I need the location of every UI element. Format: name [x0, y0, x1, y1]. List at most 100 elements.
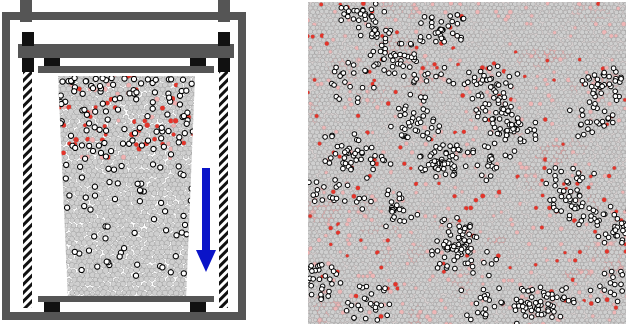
sample-particle: [136, 109, 143, 115]
packing-particle: [397, 186, 402, 191]
packing-particle: [437, 5, 442, 11]
packing-particle: [385, 100, 391, 107]
sample-particle: [180, 277, 186, 283]
packing-particle: [332, 49, 339, 55]
sample-particle: [121, 264, 127, 269]
packing-particle: [496, 13, 501, 19]
packing-particle: [560, 45, 566, 51]
packing-particle: [603, 97, 610, 103]
packing-particle: [611, 45, 617, 51]
tracked-particle: [58, 100, 65, 108]
packing-particle: [471, 177, 476, 182]
tracked-particle: [81, 155, 89, 162]
sample-particle: [105, 190, 111, 197]
sample-particle: [135, 117, 142, 125]
sample-particle: [118, 285, 124, 291]
sample-particle: [115, 145, 122, 152]
packing-particle: [620, 133, 626, 139]
sample-particle: [58, 108, 60, 115]
packing-particle: [521, 49, 527, 55]
tracked-particle: [150, 216, 158, 223]
packing-particle: [594, 145, 600, 151]
packing-particle: [579, 158, 584, 163]
packing-particle: [563, 81, 569, 86]
packing-particle: [490, 33, 495, 38]
packing-particle: [308, 101, 313, 106]
sample-particle: [169, 277, 175, 283]
sample-particle: [173, 155, 178, 161]
packing-particle: [355, 73, 361, 79]
sample-particle: [110, 235, 117, 242]
packing-particle: [312, 149, 318, 154]
packing-particle: [553, 121, 559, 126]
packing-particle: [458, 121, 463, 126]
packing-particle: [501, 20, 507, 27]
packing-particle: [470, 65, 476, 70]
packing-particle: [522, 81, 527, 86]
packing-particle: [531, 177, 537, 183]
tracked-particle: [180, 212, 187, 220]
sample-particle: [58, 195, 62, 202]
tracked-particle: [131, 229, 138, 237]
packing-particle: [383, 2, 389, 7]
packing-particle: [524, 181, 529, 187]
packing-particle: [593, 61, 598, 66]
packing-particle: [477, 13, 484, 19]
packing-particle: [526, 136, 532, 143]
packing-particle: [365, 2, 370, 7]
packing-particle: [590, 154, 595, 159]
packing-particle: [446, 181, 451, 186]
packing-particle: [358, 54, 363, 59]
sample-particle: [63, 155, 69, 160]
packing-particle: [310, 34, 316, 39]
packing-particle: [611, 157, 616, 162]
sample-particle: [151, 136, 158, 142]
tracked-particle: [153, 128, 160, 135]
packing-particle: [343, 141, 350, 147]
sample-particle: [127, 239, 135, 247]
sample-particle: [60, 222, 66, 228]
packing-particle: [611, 61, 617, 67]
sample-particle: [172, 117, 179, 124]
tracked-particle: [97, 149, 105, 157]
sample-particle: [60, 85, 67, 93]
packing-particle: [569, 6, 575, 11]
packing-particle: [388, 129, 394, 134]
packing-particle: [560, 13, 566, 19]
packing-particle: [342, 42, 348, 47]
packing-particle: [411, 194, 416, 199]
packing-particle: [436, 181, 442, 186]
sample-particle: [120, 110, 126, 116]
tracked-particle: [58, 120, 64, 127]
packing-particle: [390, 5, 396, 11]
packing-particle: [587, 5, 593, 11]
packing-particle: [388, 97, 393, 102]
sample-particle: [74, 99, 81, 106]
sample-particle: [186, 276, 192, 282]
packing-particle: [388, 82, 394, 87]
packing-particle: [349, 109, 355, 115]
tracked-particle: [152, 76, 159, 83]
packing-particle: [365, 106, 370, 111]
packing-particle: [360, 162, 366, 167]
upper-platen-right-block: [218, 32, 230, 46]
sample-particle: [133, 141, 139, 148]
packing-particle: [425, 56, 431, 62]
sample-particle: [58, 149, 61, 155]
sample-particle: [79, 181, 85, 187]
sample-particle: [180, 240, 187, 246]
packing-particle: [616, 149, 621, 155]
packing-particle: [528, 101, 534, 107]
sample-particle: [58, 280, 60, 287]
packing-particle: [413, 148, 420, 155]
packing-particle: [362, 132, 368, 138]
sample-particle: [133, 150, 139, 156]
packing-particle: [484, 41, 490, 47]
packing-particle: [507, 9, 514, 15]
sample-particle: [102, 267, 109, 274]
sample-particle: [76, 77, 83, 84]
packing-particle: [618, 57, 623, 62]
packing-particle: [539, 89, 545, 94]
sample-particle: [183, 244, 189, 251]
packing-particle: [618, 169, 624, 175]
